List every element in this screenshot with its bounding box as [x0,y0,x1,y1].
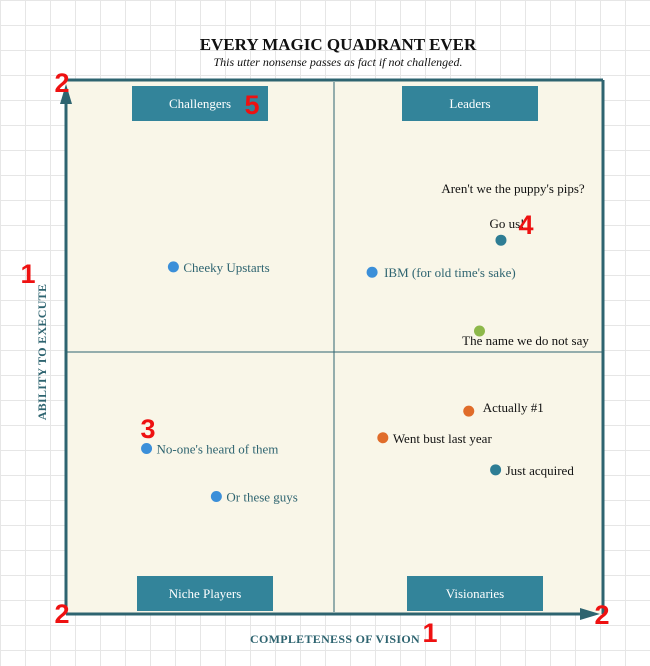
y-axis-title: ABILITY TO EXECUTE [35,284,49,421]
point-actually-1: Actually #1 [463,400,544,417]
point-go-us: Go us! [489,216,524,246]
point-label: No-one's heard of them [157,441,279,456]
marker-1-x-axis: 1 [422,618,437,648]
point-ibm: IBM (for old time's sake) [366,265,516,280]
quadrant-label-leaders: Leaders [402,86,538,121]
chart-subtitle: This utter nonsense passes as fact if no… [214,55,463,69]
quadrant-box [137,576,273,611]
point-went-bust-last-year: Went bust last year [377,431,492,446]
marker-2-bottom-right: 2 [594,600,609,630]
point-dot [463,405,475,417]
marker-1-y-axis: 1 [20,259,35,289]
marker-2-bottom-left: 2 [54,599,69,629]
quadrant-label-text: Leaders [449,96,490,111]
marker-4: 4 [518,210,533,240]
point-dot [495,234,507,246]
quadrant-box [407,576,543,611]
point-just-acquired: Just acquired [490,463,574,478]
point-no-ones-heard-of-them: No-one's heard of them [141,441,278,456]
quadrant-label-visionaries: Visionaries [407,576,543,611]
marker-5: 5 [244,90,259,120]
point-dot [473,325,485,337]
point-label: Just acquired [506,463,575,478]
point-the-name-we-do-not-say: The name we do not say [462,325,589,348]
quadrant-label-text: Visionaries [446,586,504,601]
marker-3: 3 [140,414,155,444]
x-axis-title: COMPLETENESS OF VISION [250,632,420,646]
point-label: Cheeky Upstarts [183,260,269,275]
point-label: Went bust last year [393,431,493,446]
x-axis-arrowhead [580,608,600,620]
point-label: Or these guys [226,490,297,505]
point-dot [377,432,389,444]
point-label: Go us! [489,216,524,231]
point-dot [141,442,153,454]
y-axis-arrowhead [60,84,72,104]
annotation-text: Aren't we the puppy's pips? [441,181,585,196]
point-dot [210,491,222,503]
point-dot [366,266,378,278]
quadrant-label-niche-players: Niche Players [137,576,273,611]
quadrant-label-text: Niche Players [169,586,242,601]
quadrant-box [402,86,538,121]
point-cheeky-upstarts: Cheeky Upstarts [167,260,270,275]
data-points: Cheeky Upstarts IBM (for old time's sake… [141,216,589,505]
chart-title: EVERY MAGIC QUADRANT EVER [200,35,477,54]
point-or-these-guys: Or these guys [210,490,298,505]
point-label: The name we do not say [462,333,589,348]
quadrant-label-text: Challengers [169,96,231,111]
point-dot [167,261,179,273]
point-label: Actually #1 [483,400,544,415]
quadrant-box [132,86,268,121]
quadrant-label-challengers: Challengers [132,86,268,121]
point-dot [490,464,502,476]
marker-2-top-left: 2 [54,68,69,98]
point-label: IBM (for old time's sake) [384,265,516,280]
